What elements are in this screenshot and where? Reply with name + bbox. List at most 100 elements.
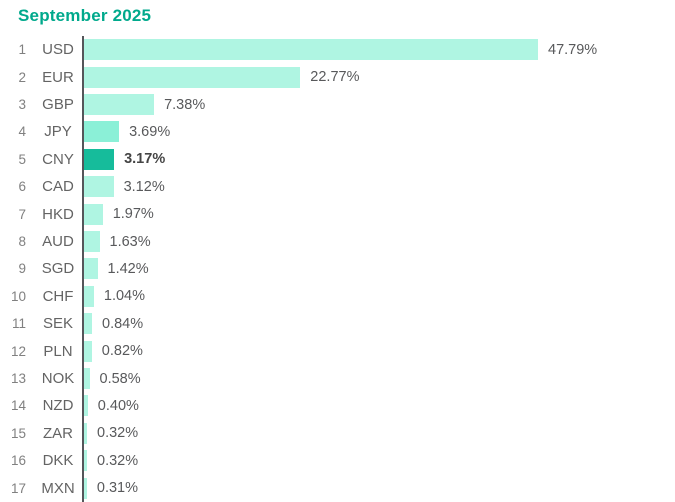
rank-label: 10 bbox=[10, 288, 26, 304]
chart-row: 8 AUD 1.63% bbox=[0, 227, 675, 256]
bar-value-label: 1.63% bbox=[109, 233, 151, 250]
chart-row: 10 CHF 1.04% bbox=[0, 282, 675, 311]
bar-value-label: 0.58% bbox=[99, 370, 141, 387]
currency-code-label: MXN bbox=[41, 479, 75, 497]
rank-label: 14 bbox=[10, 398, 26, 414]
currency-code-label: DKK bbox=[42, 452, 74, 470]
bar bbox=[84, 422, 87, 444]
currency-code-label: CNY bbox=[42, 150, 74, 168]
currency-code-label: HKD bbox=[42, 205, 74, 223]
rank-label: 2 bbox=[18, 69, 26, 85]
bar-value-label: 3.17% bbox=[124, 151, 166, 168]
axis-line: 0.84% bbox=[82, 310, 675, 338]
axis-line: 0.58% bbox=[82, 364, 675, 393]
axis-line: 22.77% bbox=[82, 63, 675, 91]
chart-row: 4 JPY 3.69% bbox=[0, 118, 675, 146]
bar-value-label: 0.31% bbox=[96, 480, 139, 497]
bar-value-label: 47.79% bbox=[548, 41, 598, 58]
bar bbox=[84, 368, 90, 390]
rank-label: 16 bbox=[10, 453, 26, 469]
rank-label: 7 bbox=[18, 206, 26, 222]
axis-line: 0.32% bbox=[82, 419, 675, 448]
bar bbox=[84, 395, 88, 417]
currency-code-label: SEK bbox=[42, 315, 73, 333]
chart-row: 6 CAD 3.12% bbox=[0, 173, 675, 201]
currency-code-label: EUR bbox=[42, 68, 74, 86]
bar bbox=[84, 313, 92, 335]
axis-line: 1.04% bbox=[82, 282, 675, 311]
rank-label: 1 bbox=[18, 42, 26, 58]
currency-code-label: CAD bbox=[42, 178, 74, 196]
currency-code-label: AUD bbox=[42, 233, 74, 251]
axis-line: 1.97% bbox=[82, 200, 675, 228]
axis-line: 3.12% bbox=[82, 173, 675, 201]
bar bbox=[84, 121, 120, 143]
rank-label: 11 bbox=[11, 316, 26, 332]
bar bbox=[84, 340, 92, 362]
axis-line: 0.40% bbox=[82, 392, 675, 420]
bar-value-label: 0.32% bbox=[97, 425, 139, 442]
chart-row: 14 NZD 0.40% bbox=[0, 392, 675, 420]
bar bbox=[84, 94, 155, 116]
rank-label: 15 bbox=[10, 425, 26, 441]
currency-code-label: CHF bbox=[42, 287, 74, 305]
axis-line: 3.17% bbox=[82, 145, 675, 174]
bar-value-label: 0.32% bbox=[97, 452, 139, 469]
bar bbox=[84, 203, 103, 225]
chart-row: 7 HKD 1.97% bbox=[0, 200, 675, 228]
bar-value-label: 1.04% bbox=[103, 288, 146, 305]
chart-row: 1 USD 47.79% bbox=[0, 36, 675, 64]
rank-label: 8 bbox=[18, 234, 26, 250]
currency-code-label: NOK bbox=[41, 370, 75, 388]
bar-value-label: 7.38% bbox=[164, 96, 206, 113]
bar-value-label: 1.97% bbox=[112, 206, 154, 223]
axis-line: 3.69% bbox=[82, 118, 675, 146]
axis-line: 0.31% bbox=[82, 474, 675, 502]
axis-line: 1.63% bbox=[82, 227, 675, 256]
chart-title: September 2025 bbox=[18, 6, 152, 25]
bar-value-label: 0.84% bbox=[102, 315, 144, 332]
chart-row: 17 MXN 0.31% bbox=[0, 474, 675, 502]
bar-chart: 1 USD 47.79% 2 EUR 22.77% 3 GBP 7.38% 4 … bbox=[0, 36, 675, 502]
axis-line: 7.38% bbox=[82, 90, 675, 119]
axis-line: 47.79% bbox=[82, 36, 675, 64]
rank-label: 13 bbox=[10, 371, 26, 387]
rank-label: 9 bbox=[18, 261, 26, 277]
bar-value-label: 1.42% bbox=[107, 260, 149, 277]
chart-row: 12 PLN 0.82% bbox=[0, 337, 675, 365]
bar bbox=[84, 258, 98, 280]
bar bbox=[84, 176, 114, 198]
currency-code-label: USD bbox=[42, 41, 74, 59]
currency-code-label: SGD bbox=[41, 260, 75, 278]
axis-line: 0.82% bbox=[82, 337, 675, 365]
chart-row: 16 DKK 0.32% bbox=[0, 447, 675, 475]
rank-label: 17 bbox=[10, 480, 26, 496]
rank-label: 4 bbox=[18, 124, 26, 140]
bar-value-label: 22.77% bbox=[310, 69, 360, 86]
chart-row: 2 EUR 22.77% bbox=[0, 63, 675, 91]
chart-row: 9 SGD 1.42% bbox=[0, 255, 675, 283]
bar bbox=[84, 450, 87, 472]
chart-row: 5 CNY 3.17% bbox=[0, 145, 675, 174]
currency-code-label: PLN bbox=[43, 342, 73, 360]
currency-code-label: ZAR bbox=[43, 424, 73, 442]
chart-row: 15 ZAR 0.32% bbox=[0, 419, 675, 448]
bar bbox=[84, 285, 94, 307]
rank-label: 6 bbox=[18, 179, 26, 195]
currency-code-label: GBP bbox=[42, 96, 74, 114]
rank-label: 3 bbox=[18, 97, 26, 113]
bar bbox=[84, 148, 115, 170]
chart-row: 3 GBP 7.38% bbox=[0, 90, 675, 119]
bar bbox=[84, 66, 301, 88]
currency-code-label: NZD bbox=[42, 397, 74, 415]
currency-code-label: JPY bbox=[44, 123, 72, 141]
chart-row: 13 NOK 0.58% bbox=[0, 364, 675, 393]
bar bbox=[84, 39, 538, 61]
chart-row: 11 SEK 0.84% bbox=[0, 310, 675, 338]
bar bbox=[84, 231, 100, 253]
bar-value-label: 3.12% bbox=[123, 178, 165, 195]
axis-line: 1.42% bbox=[82, 255, 675, 283]
bar-value-label: 0.82% bbox=[101, 343, 143, 360]
bar-value-label: 0.40% bbox=[97, 397, 139, 414]
rank-label: 5 bbox=[18, 151, 26, 167]
